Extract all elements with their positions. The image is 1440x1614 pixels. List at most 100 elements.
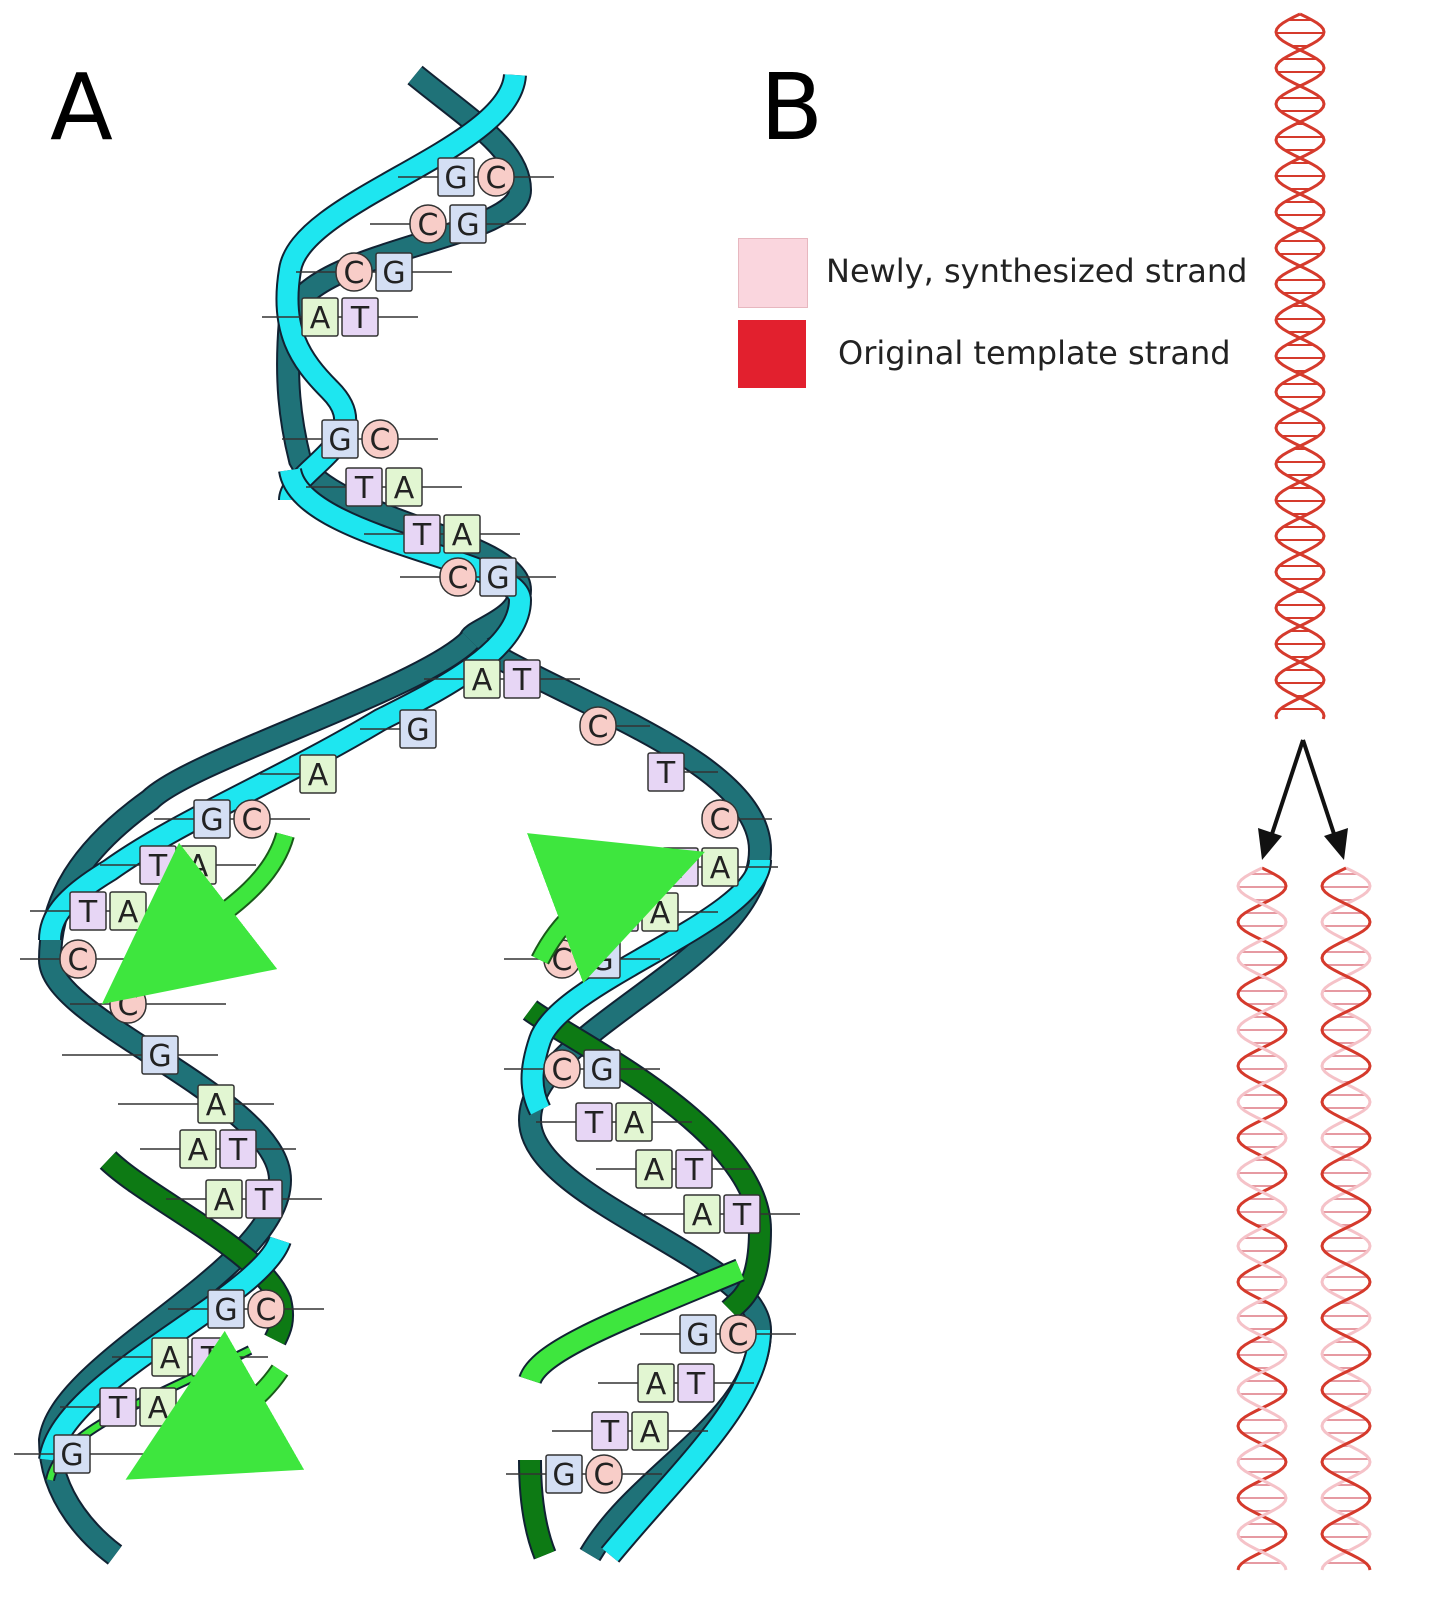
parent-pair-1-right-base-letter: G <box>456 208 479 243</box>
left-daughter-pair-11-right-base: A <box>139 1387 177 1427</box>
parent-pair-1-right-base-shape <box>449 204 487 244</box>
right-daughter-pair-3-right-base: G <box>583 1049 621 1089</box>
parent-pair-3-left-base: A <box>301 297 339 337</box>
fork-pair-0-right-base-shape <box>503 659 541 699</box>
right-daughter-pair-7-left-base: G <box>679 1314 717 1354</box>
parent-pair-6-right-base-letter: A <box>452 518 473 553</box>
right-daughter-pair-6-right-base-shape <box>723 1194 761 1234</box>
parent-pair-5-right-base-letter: A <box>394 471 415 506</box>
left-daughter-pair-8-left-base: A <box>205 1179 243 1219</box>
right-daughter-pair-4-left-base-letter: T <box>584 1106 604 1141</box>
left-daughter-pair-10-left-base-letter: A <box>160 1341 181 1376</box>
left-daughter-pair-7-left-base-letter: A <box>188 1133 209 1168</box>
left-daughter-pair-12-left-base-shape <box>53 1434 91 1474</box>
left-daughter-pair-0-right-base-letter: C <box>242 803 263 838</box>
right-daughter-pair-0-left-base: T <box>661 847 699 887</box>
parent-pair-7-left-base-letter: C <box>448 561 469 596</box>
parent-pair-6-left-base-shape <box>403 514 441 554</box>
right-daughter-pair-9-right-base-shape <box>631 1411 669 1451</box>
parent-pair-1-left-base: C <box>409 204 447 244</box>
left-daughter-pair-0-left-base-letter: G <box>200 803 223 838</box>
right-daughter-pair-6-left-base: A <box>683 1194 721 1234</box>
split-arrow-left-head <box>1258 828 1282 860</box>
split-arrow-right-shaft <box>1301 739 1338 841</box>
left-daughter-pair-9-left-base: G <box>207 1289 245 1329</box>
parent-pair-5-left-base: T <box>345 467 383 507</box>
right-unpaired-0: C <box>579 706 617 746</box>
right-daughter-pair-1-right-base-letter: A <box>650 896 671 931</box>
parent-helix <box>1274 12 1326 720</box>
fork-pair-0-right-base-letter: T <box>512 663 532 698</box>
parent-pair-5-right-base: A <box>385 467 423 507</box>
parent-pair-6-left-base-letter: T <box>412 518 432 553</box>
parent-pair-3-right-base-shape <box>341 297 379 337</box>
left-daughter-pair-11-right-base-letter: A <box>148 1391 169 1426</box>
left-daughter-pair-0-left-base-shape <box>193 799 231 839</box>
right-daughter-pair-10-left-base-shape <box>545 1454 583 1494</box>
panel-b-split-arrows <box>1258 739 1348 860</box>
parent-pair-3-left-base-shape <box>301 297 339 337</box>
parent-pair-2-right-base: G <box>375 252 413 292</box>
left-unpaired-0-shape <box>399 709 437 749</box>
left-daughter-pair-3-left-base-shape <box>59 939 97 979</box>
left-daughter-pair-11-left-base: T <box>99 1387 137 1427</box>
right-daughter-pair-4-left-base-shape <box>575 1102 613 1142</box>
new-strand-right-back <box>524 1001 771 1318</box>
left-unpaired-1-shape <box>299 754 337 794</box>
right-daughter-pair-10-right-base-letter: C <box>594 1458 615 1493</box>
right-daughter-pair-7-left-base-shape <box>679 1314 717 1354</box>
left-daughter-pair-2-left-base-letter: T <box>78 895 98 930</box>
left-daughter-pair-10-left-base: A <box>151 1337 189 1377</box>
right-daughter-pair-9-left-base-shape <box>591 1411 629 1451</box>
right-daughter-pair-7-right-base-letter: C <box>728 1318 749 1353</box>
left-daughter-pair-5-right-base-letter: G <box>148 1039 171 1074</box>
left-unpaired-1-letter: A <box>308 758 329 793</box>
right-daughter-pair-9-left-base-letter: T <box>600 1415 620 1450</box>
right-daughter-pair-0-right-base: A <box>701 847 739 887</box>
right-daughter-pair-6-left-base-shape <box>683 1194 721 1234</box>
right-daughter-pair-5-right-base: T <box>675 1149 713 1189</box>
right-daughter-pair-3-left-base: C <box>543 1049 581 1089</box>
panel-a-direction-arrows <box>101 831 705 1480</box>
right-daughter-pair-6-right-base: T <box>723 1194 761 1234</box>
parent-pair-0-right-base: C <box>477 157 515 197</box>
right-daughter-pair-4-right-base-shape <box>615 1102 653 1142</box>
left-daughter-pair-8-right-base-letter: T <box>254 1183 274 1218</box>
parent-helix-strand-1 <box>1274 12 1326 720</box>
parent-pair-6-left-base: T <box>403 514 441 554</box>
right-daughter-pair-2-right-base: G <box>583 939 621 979</box>
right-unpaired-0-letter: C <box>588 710 609 745</box>
daughter-helix-left-strand-2 <box>1236 866 1288 1571</box>
right-daughter-pair-5-right-base-letter: T <box>684 1153 704 1188</box>
left-daughter-pair-6-right-base-letter: A <box>206 1088 227 1123</box>
left-daughter-pair-0-right-base: C <box>233 799 271 839</box>
parent-pair-5-left-base-letter: T <box>354 471 374 506</box>
daughter-helix-right <box>1320 866 1372 1571</box>
right-daughter-pair-1-right-base: A <box>641 892 679 932</box>
parent-pair-5-left-base-shape <box>345 467 383 507</box>
arrow-left-upper <box>101 832 293 1005</box>
right-unpaired-1-letter: T <box>656 756 676 791</box>
left-daughter-pair-6-right-base-shape <box>197 1084 235 1124</box>
parent-pair-4-right-base-letter: C <box>370 423 391 458</box>
left-daughter-pair-12-left-base-letter: G <box>60 1438 83 1473</box>
left-unpaired-0: G <box>399 709 437 749</box>
panel-b-label: B <box>760 54 824 161</box>
left-daughter-pair-3-left-base-letter: C <box>68 943 89 978</box>
right-daughter-pair-2-right-base-letter: G <box>590 943 613 978</box>
split-arrow-right-head <box>1324 828 1348 860</box>
left-daughter-pair-6-right-base: A <box>197 1084 235 1124</box>
right-daughter-pair-4-right-base: A <box>615 1102 653 1142</box>
left-daughter-pair-9-left-base-letter: G <box>214 1293 237 1328</box>
right-daughter-pair-9-left-base: T <box>591 1411 629 1451</box>
right-daughter-pair-3-right-base-shape <box>583 1049 621 1089</box>
parent-pair-0-right-base-letter: C <box>486 161 507 196</box>
right-unpaired-0-shape <box>579 706 617 746</box>
left-daughter-pair-7-right-base-letter: T <box>228 1133 248 1168</box>
parent-pair-0-left-base: G <box>437 157 475 197</box>
left-daughter-pair-3-left-base: C <box>59 939 97 979</box>
left-daughter-pair-7-left-base: A <box>179 1129 217 1169</box>
right-daughter-pair-8-left-base: A <box>637 1363 675 1403</box>
right-daughter-pair-8-right-base-shape <box>677 1363 715 1403</box>
arrow-right-upper <box>526 833 705 984</box>
